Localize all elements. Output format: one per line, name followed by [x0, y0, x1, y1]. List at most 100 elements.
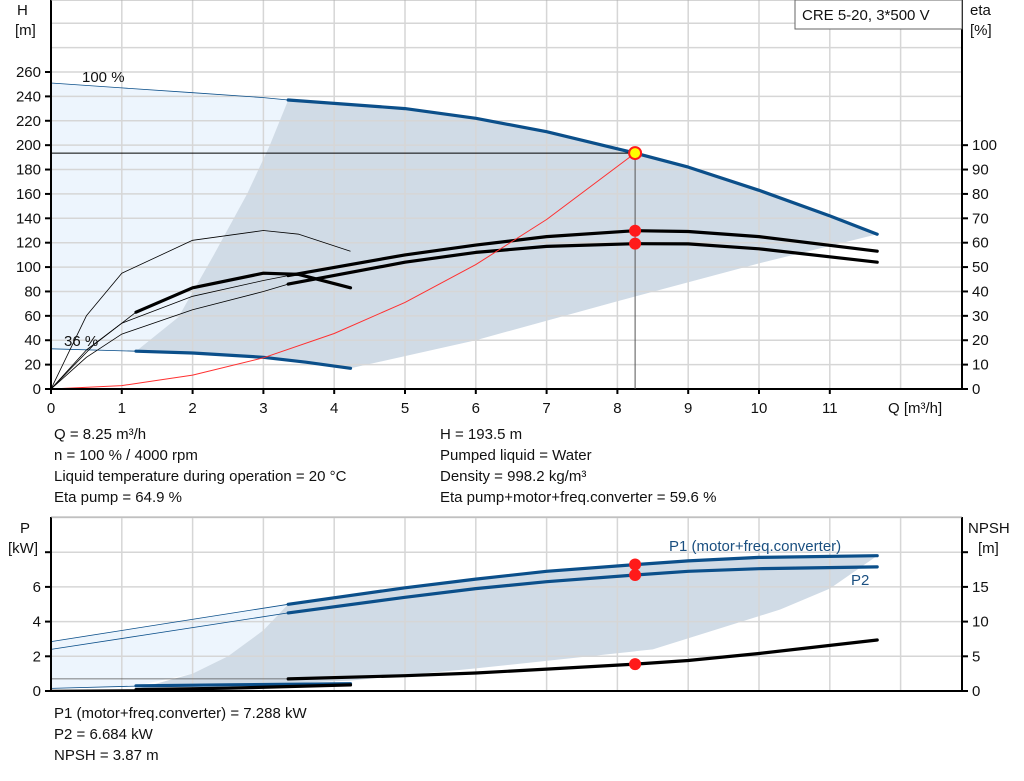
h-axis-unit: [m] — [15, 22, 36, 39]
x-tick-label: 0 — [47, 400, 55, 417]
system-curve-thin-line — [50, 152, 636, 390]
y-tick-label-left: 40 — [24, 332, 41, 349]
info-speed: n = 100 % / 4000 rpm — [54, 447, 198, 464]
y-tick-label-left: 260 — [16, 64, 41, 81]
eta-total-100-curve — [286, 242, 879, 286]
p1-thin-line — [50, 603, 289, 642]
y-tick-label-left: 200 — [16, 137, 41, 154]
x-tick-label: 7 — [542, 400, 550, 417]
p-axis-unit: [kW] — [8, 540, 38, 557]
p2-curve — [286, 565, 879, 615]
power-npsh-chart: 0 2 4 6 0 5 10 15 — [33, 516, 989, 700]
dark-operating-region — [136, 100, 878, 369]
npsh-axis-unit: [m] — [978, 540, 999, 557]
y-tick-label-right: 40 — [972, 283, 989, 300]
x-tick-label: 4 — [330, 400, 338, 417]
info-p2: P2 = 6.684 kW — [54, 726, 153, 743]
y-tick-label-right: 10 — [972, 357, 989, 374]
y-tick-label-right: 20 — [972, 332, 989, 349]
y-tick-label-left: 4 — [33, 614, 41, 631]
h-axis-label: H — [17, 2, 28, 19]
q-axis-label: Q [m³/h] — [888, 400, 942, 417]
model-title: CRE 5-20, 3*500 V — [802, 7, 930, 24]
h-100-thin-line — [50, 82, 289, 101]
y-tick-label-right: 10 — [972, 614, 989, 631]
light-operating-region — [51, 83, 289, 352]
y-tick-label-left: 80 — [24, 283, 41, 300]
y-tick-label-left: 6 — [33, 579, 41, 596]
x-tick-label: 6 — [472, 400, 480, 417]
x-tick-label: 3 — [259, 400, 267, 417]
npsh-axis-label: NPSH — [968, 520, 1010, 537]
y-tick-label-left: 20 — [24, 357, 41, 374]
info-density: Density = 998.2 kg/m³ — [440, 468, 587, 485]
y-tick-label-left: 140 — [16, 210, 41, 227]
x-tick-label: 10 — [751, 400, 768, 417]
p1-operating-point — [629, 558, 642, 571]
eta-total-operating-point — [629, 237, 642, 250]
eta-axis-label: eta — [970, 2, 992, 19]
p1-series-label: P1 (motor+freq.converter) — [669, 538, 841, 555]
info-temperature: Liquid temperature during operation = 20… — [54, 468, 347, 485]
y-tick-label-right: 0 — [972, 381, 980, 398]
x-tick-label: 8 — [613, 400, 621, 417]
duty-point — [628, 146, 643, 161]
y-tick-label-left: 240 — [16, 88, 41, 105]
info-p1: P1 (motor+freq.converter) = 7.288 kW — [54, 705, 307, 722]
y-tick-label-right: 80 — [972, 186, 989, 203]
x-tick-label: 5 — [401, 400, 409, 417]
p2-thin-line — [50, 612, 289, 650]
x-tick-label: 2 — [188, 400, 196, 417]
eta-axis-unit: [%] — [970, 22, 992, 39]
y-tick-label-right: 15 — [972, 579, 989, 596]
p2-operating-point — [629, 569, 642, 582]
y-tick-label-left: 0 — [33, 683, 41, 700]
info-eta-total: Eta pump+motor+freq.converter = 59.6 % — [440, 489, 717, 506]
info-npsh: NPSH = 3.87 m — [54, 747, 159, 764]
x-tick-label: 11 — [822, 400, 838, 417]
y-tick-label-right: 50 — [972, 259, 989, 276]
y-tick-label-right: 70 — [972, 210, 989, 227]
y-tick-label-left: 60 — [24, 308, 41, 325]
info-right-column: H = 193.5 m Pumped liquid = Water Densit… — [440, 424, 716, 508]
eta-pump-operating-point — [629, 224, 642, 237]
light-operating-region — [51, 604, 289, 689]
p1-curve — [286, 554, 879, 606]
y-tick-label-right: 100 — [972, 137, 997, 154]
info-liquid: Pumped liquid = Water — [440, 447, 592, 464]
y-tick-label-right: 0 — [972, 683, 980, 700]
y-tick-label-left: 120 — [16, 235, 41, 252]
npsh-36-curve — [134, 683, 353, 692]
model-title-box: CRE 5-20, 3*500 V — [794, 0, 963, 30]
eta-pump-100-thin-line — [50, 275, 289, 390]
info-head: H = 193.5 m — [440, 426, 523, 443]
head-efficiency-chart: 0204060801001201401601802002202402600102… — [16, 0, 997, 417]
x-tick-label: 9 — [684, 400, 692, 417]
eta-total-36-thin-line — [50, 311, 137, 390]
p-axis-label: P — [20, 520, 30, 537]
y-tick-label-right: 60 — [972, 235, 989, 252]
eta-total-36-curve — [134, 271, 353, 314]
p2-series-label: P2 — [851, 572, 869, 589]
p1-36-curve — [134, 682, 353, 688]
p1-36-thin-line — [50, 685, 137, 689]
x-tick-label: 1 — [118, 400, 126, 417]
npsh-curve — [286, 638, 879, 681]
y-tick-label-left: 220 — [16, 113, 41, 130]
eta-pump-100-curve — [286, 229, 879, 278]
y-tick-label-right: 90 — [972, 162, 989, 179]
y-tick-label-right: 30 — [972, 308, 989, 325]
y-tick-label-left: 100 — [16, 259, 41, 276]
eta-pump-36-thin-line — [50, 230, 351, 390]
info-flow: Q = 8.25 m³/h — [54, 426, 147, 443]
annotation-100pct: 100 % — [82, 69, 125, 86]
y-tick-label-right: 5 — [972, 648, 980, 665]
y-tick-label-left: 0 — [33, 381, 41, 398]
y-tick-label-left: 2 — [33, 648, 41, 665]
annotation-36pct: 36 % — [64, 333, 98, 350]
eta-total-100-thin-line — [50, 283, 289, 390]
h-100-curve — [286, 98, 879, 236]
y-tick-label-left: 160 — [16, 186, 41, 203]
